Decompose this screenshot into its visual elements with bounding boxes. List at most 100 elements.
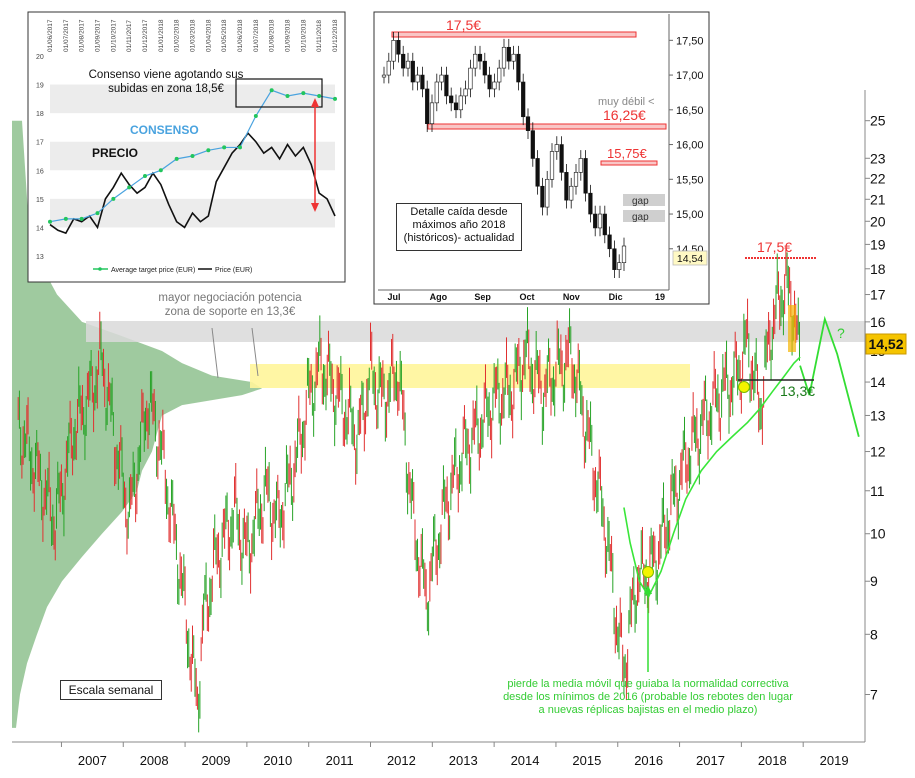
- inset1-x-axis: 01/06/2017 01/07/2017 01/08/2017 01/09/2017…: [47, 19, 339, 52]
- inset1-x-tick-label: 01/07/2018: [253, 19, 260, 52]
- inset1-legend: Average target price (EUR) Price (EUR): [93, 267, 252, 274]
- inset1-y-tick-label: 18: [36, 111, 44, 118]
- inset2-candle: [569, 185, 574, 201]
- inset1-consensus-point: [95, 211, 100, 216]
- inset1-consensus-label: CONSENSO: [130, 123, 199, 137]
- y-tick-label: 18: [870, 261, 886, 277]
- inset2-candle: [425, 88, 430, 125]
- inset2-candle: [391, 40, 396, 62]
- inset2-candle: [597, 213, 603, 229]
- inset2-candle: [429, 102, 435, 125]
- inset2-candle: [439, 74, 444, 83]
- inset1-consensus-point: [63, 216, 68, 221]
- support-label: 13,3€: [780, 383, 815, 399]
- inset2-weak-note: muy débil <: [598, 96, 655, 108]
- bottom-note: pierde la media móvil que guiaba la norm…: [503, 678, 793, 716]
- price-bars: [17, 248, 800, 733]
- inset2-candle: [473, 53, 478, 69]
- inset2-y-tick-label: 17,00: [676, 70, 704, 82]
- inset2-candle: [540, 185, 545, 208]
- inset2-candle: [516, 53, 521, 83]
- ma-break-marker: [642, 566, 654, 578]
- inset1-x-tick-label: 01/09/2018: [285, 19, 292, 52]
- inset1-y-tick-label: 17: [36, 140, 44, 147]
- inset2-candle: [410, 60, 415, 83]
- y-tick-label: 23: [870, 150, 886, 166]
- y-tick-label: 7: [870, 687, 878, 703]
- zone-pointer-1: [211, 327, 219, 379]
- inset1-focus-box: [235, 78, 323, 108]
- inset1-consensus-point: [238, 145, 242, 150]
- inset2-x-tick-label: Jul: [387, 292, 400, 302]
- inset1-consensus-point: [48, 219, 52, 224]
- consensus-inset: 01/06/2017 01/07/2017 01/08/2017 01/09/2017…: [27, 11, 346, 283]
- inset2-candle: [521, 81, 526, 118]
- x-tick-label: 2008: [140, 753, 169, 768]
- inset2-gap-2: gap: [632, 212, 649, 223]
- inset1-x-tick-label: 01/04/2018: [205, 19, 212, 52]
- inset1-x-tick-label: 01/01/2018: [158, 19, 165, 52]
- inset2-candle: [617, 262, 622, 270]
- inset1-y-tick-label: 20: [36, 54, 44, 61]
- inset1-title: Consenso viene agotando sus subidas en zo…: [89, 69, 244, 95]
- y-axis: 252322212019181716151413121110987: [865, 113, 886, 703]
- inset2-candle: [381, 74, 387, 78]
- y-tick-label: 19: [870, 236, 886, 252]
- x-tick-label: 2019: [820, 753, 849, 768]
- inset2-level-3-band: [600, 160, 658, 166]
- inset2-frame: [373, 11, 710, 305]
- inset2-level-2-band: [427, 123, 667, 130]
- question-mark: ?: [837, 325, 845, 341]
- inset1-drop-arrowhead-down: [311, 203, 319, 212]
- inset1-y-tick-label: 15: [36, 197, 44, 204]
- inset1-consensus-point: [127, 185, 132, 190]
- inset1-x-tick-label: 01/02/2018: [174, 19, 181, 52]
- x-tick-label: 2007: [78, 753, 107, 768]
- volume-profile-shape: [12, 120, 262, 728]
- inset1-title-line2: subidas en zona 18,5€: [108, 83, 224, 95]
- y-tick-label: 25: [870, 113, 886, 129]
- inset2-candle: [468, 67, 473, 90]
- support-touch-marker: [738, 381, 750, 393]
- inset1-legend-consensus: Average target price (EUR): [111, 267, 195, 274]
- inset1-consensus-point: [174, 156, 179, 161]
- x-tick-label: 2013: [449, 753, 478, 768]
- inset2-candle: [545, 178, 550, 208]
- inset1-x-tick-label: 01/08/2018: [269, 19, 276, 52]
- inset2-candle: [535, 158, 540, 187]
- inset2-y-tick-label: 17,50: [676, 35, 704, 47]
- inset2-candle: [458, 95, 463, 111]
- inset2-y-tick-label: 15,00: [676, 209, 704, 221]
- x-tick-label: 2011: [326, 753, 354, 768]
- inset2-candle: [612, 248, 617, 270]
- inset2-candle: [497, 67, 502, 83]
- inset1-x-tick-label: 01/11/2018: [316, 20, 323, 52]
- inset2-candle: [492, 81, 497, 90]
- inset1-x-tick-label: 01/08/2017: [79, 19, 86, 52]
- scale-note: Escala semanal: [60, 680, 162, 700]
- moving-average-line: [623, 356, 801, 599]
- inset2-candle: [530, 130, 535, 159]
- y-tick-label: 13: [870, 407, 886, 423]
- inset1-y-axis: 20 19 18 17 16 15 14 13: [36, 54, 44, 261]
- inset1-drop-arrowhead-up: [311, 98, 319, 107]
- inset1-x-tick-label: 01/09/2017: [95, 19, 102, 52]
- inset1-consensus-point: [301, 91, 306, 96]
- inset2-candle: [482, 60, 487, 76]
- y-tick-label: 16: [870, 314, 886, 330]
- inset2-x-tick-label: Sep: [474, 292, 491, 302]
- inset2-candle: [559, 144, 564, 173]
- inset1-consensus-point: [317, 94, 322, 98]
- inset2-candle: [554, 144, 559, 152]
- price-tag: 14,52: [868, 336, 903, 352]
- inset2-level-2-label: 16,25€: [603, 107, 646, 123]
- volume-profile: [12, 120, 262, 728]
- inset2-candle: [564, 172, 569, 201]
- inset2-x-axis: Jul Ago Sep Oct Nov Dic 19: [387, 292, 665, 302]
- y-tick-label: 9: [870, 573, 878, 589]
- zone-pointer-2: [251, 327, 259, 377]
- inset2-y-tick-label: 16,50: [676, 105, 704, 117]
- inset1-x-tick-label: 01/10/2018: [300, 19, 307, 52]
- inset1-consensus-point: [206, 148, 211, 153]
- inset1-consensus-point: [158, 168, 163, 173]
